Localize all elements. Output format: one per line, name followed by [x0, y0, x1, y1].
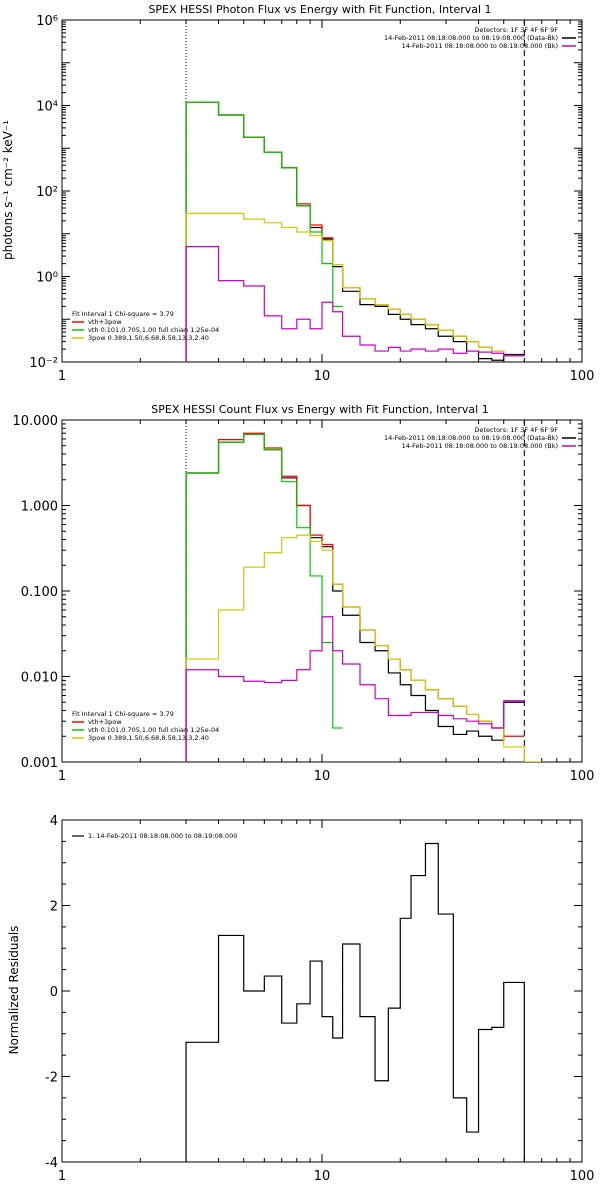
- legend-top-text: 1. 14-Feb-2011 08:18:08.000 to 08:19:08.…: [88, 832, 237, 840]
- series-line-2: [185, 433, 343, 762]
- legend-top-text: 14-Feb-2011 08:18:08.000 to 08:19:08.000…: [384, 434, 558, 442]
- legend-top-text: Detectors: 1F 3F 4F 6F 9F: [474, 26, 558, 34]
- legend-fit-text: Fit Interval 1 Chi-square = 3.79: [72, 710, 174, 718]
- x-tick-label: 100: [570, 369, 595, 384]
- y-tick-label: 10.000: [13, 414, 59, 429]
- count-flux-title: SPEX HESSI Count Flux vs Energy with Fit…: [151, 403, 488, 416]
- x-tick-label: 1: [58, 1169, 66, 1184]
- series-line-2: [185, 101, 343, 362]
- legend-top-text: Detectors: 1F 3F 4F 6F 9F: [474, 426, 558, 434]
- residuals-panel: Normalized Residuals 1 10 100 -4 -2 0 2 4 1. 14-…: [7, 814, 594, 1184]
- series-line-4: [185, 246, 525, 362]
- legend-top-text: 14-Feb-2011 08:18:08.000 to 08:19:08.000…: [402, 442, 558, 450]
- y-tick-label: 10²: [36, 185, 58, 200]
- y-tick-label: 10⁴: [36, 100, 58, 115]
- x-tick-label: 10: [314, 1169, 331, 1184]
- count-flux-plot-area: 1 10 100 0.001 0.010 0.100 1.000 10.000 Detector…: [13, 414, 595, 784]
- y-tick-label: 4: [50, 814, 58, 829]
- series-line-3: [185, 534, 542, 762]
- series-line-4: [185, 616, 525, 762]
- y-tick-label: -4: [45, 1156, 58, 1171]
- legend-fit-text: Fit Interval 1 Chi-square = 3.79: [72, 310, 174, 318]
- series-line-3: [185, 212, 525, 362]
- x-tick-label: 100: [570, 1169, 595, 1184]
- y-tick-label: 10⁶: [36, 14, 58, 29]
- legend-top-text: 14-Feb-2011 08:18:08.000 to 08:19:08.000…: [402, 42, 558, 50]
- legend-fit-text: vth+3pow: [88, 318, 122, 326]
- x-tick-label: 10: [314, 769, 331, 784]
- residuals-plot-area: 1 10 100 -4 -2 0 2 4 1. 14-Feb-2011 08:18:08.000…: [45, 814, 594, 1184]
- legend-fit-text: vth 0.101,0.705,1.00 full chian 1.25e-04: [88, 326, 219, 334]
- series-line-1: [185, 101, 525, 362]
- series-line-0: [185, 101, 525, 362]
- legend-top-text: 14-Feb-2011 08:18:08.000 to 08:19:08.000…: [384, 34, 558, 42]
- legend-fit-text: vth 0.101,0.705,1.00 full chian 1.25e-04: [88, 726, 219, 734]
- photon-flux-plot-area: 1 10 100 10⁻² 10⁰ 10² 10⁴ 10⁶ Detectors: 1F 3F 4…: [29, 14, 594, 384]
- x-tick-label: 1: [58, 369, 66, 384]
- y-tick-label: 0.100: [21, 585, 58, 600]
- x-tick-label: 100: [570, 769, 595, 784]
- y-tick-label: 0.001: [21, 756, 58, 771]
- y-tick-label: 0: [50, 985, 58, 1000]
- y-tick-label: 0.010: [21, 671, 58, 686]
- legend-fit-text: 3pow 0.389,1.50,6.68,8.58,13.3,2.40: [88, 334, 209, 342]
- residuals-y-axis-label: Normalized Residuals: [7, 926, 21, 1055]
- y-tick-label: 10⁰: [36, 271, 58, 286]
- photon-flux-panel: SPEX HESSI Photon Flux vs Energy with Fi…: [1, 3, 594, 384]
- series-line-0: [185, 842, 525, 1162]
- x-tick-label: 1: [58, 769, 66, 784]
- y-tick-label: 2: [50, 900, 58, 915]
- y-tick-label: -2: [45, 1071, 58, 1086]
- count-flux-panel: SPEX HESSI Count Flux vs Energy with Fit…: [13, 403, 595, 784]
- y-tick-label: 10⁻²: [29, 356, 58, 371]
- x-tick-label: 10: [314, 369, 331, 384]
- photon-flux-title: SPEX HESSI Photon Flux vs Energy with Fi…: [148, 3, 491, 16]
- legend-fit-text: 3pow 0.389,1.50,6.68,8.58,13.3,2.40: [88, 734, 209, 742]
- y-tick-label: 1.000: [21, 500, 58, 515]
- photon-flux-y-axis-label: photons s⁻¹ cm⁻² keV⁻¹: [1, 120, 15, 260]
- legend-fit-text: vth+3pow: [88, 718, 122, 726]
